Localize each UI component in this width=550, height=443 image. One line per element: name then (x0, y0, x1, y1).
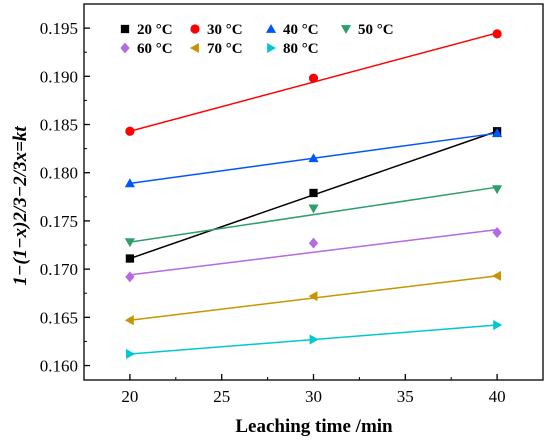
legend-label: 50 °C (358, 22, 394, 38)
fit-lines (129, 32, 498, 355)
legend-label: 40 °C (283, 22, 319, 38)
legend-label: 20 °C (137, 22, 173, 38)
data-point-50c (308, 204, 319, 214)
data-point-40c (308, 153, 319, 163)
x-axis: 20 25 30 35 40 (121, 374, 506, 406)
data-point-20c (309, 188, 318, 198)
x-tick-label: 40 (489, 387, 506, 406)
fit-line-60c (129, 228, 498, 276)
y-tick-label: 0.170 (40, 260, 78, 279)
data-point-60c (308, 237, 319, 249)
data-point-50c (124, 238, 135, 248)
y-tick-label: 0.195 (40, 19, 78, 38)
data-markers (124, 29, 503, 360)
x-tick-label: 35 (397, 387, 414, 406)
legend-label: 60 °C (137, 41, 173, 57)
legend-label: 70 °C (207, 41, 243, 57)
data-point-30c (308, 73, 319, 83)
y-tick-label: 0.160 (40, 357, 78, 376)
data-point-80c (493, 319, 503, 331)
legend-marker (190, 24, 200, 34)
data-point-30c (492, 29, 502, 39)
legend-marker (120, 24, 130, 34)
x-tick-label: 20 (121, 387, 138, 406)
data-point-40c (124, 178, 135, 188)
data-point-70c (492, 270, 502, 281)
data-point-20c (125, 254, 135, 263)
legend-item: 60 °C (120, 41, 173, 57)
legend-item: 20 °C (120, 22, 173, 38)
fit-line-50c (129, 186, 498, 243)
data-point-50c (492, 185, 503, 195)
legend-label: 30 °C (207, 22, 243, 38)
data-point-30c (125, 126, 135, 136)
data-point-80c (125, 348, 135, 360)
legend-item: 40 °C (265, 22, 319, 38)
data-point-80c (309, 334, 319, 345)
legend-label: 80 °C (283, 41, 319, 57)
x-axis-title: Leaching time /min (235, 416, 393, 437)
y-tick-label: 0.185 (40, 116, 78, 135)
legend-marker (120, 42, 130, 54)
legend-marker (340, 25, 352, 35)
y-tick-label: 0.180 (40, 164, 78, 183)
y-tick-label: 0.165 (40, 308, 78, 327)
data-point-70c (124, 315, 134, 326)
legend-marker (265, 23, 277, 33)
legend-item: 50 °C (340, 22, 394, 38)
x-tick-label: 25 (213, 387, 230, 406)
legend-marker (267, 42, 277, 54)
data-point-60c (125, 271, 135, 283)
data-point-70c (308, 291, 318, 302)
data-point-60c (492, 226, 502, 239)
data-point-40c (492, 128, 503, 138)
legend-item: 30 °C (190, 22, 243, 38)
legend-item: 70 °C (189, 41, 243, 57)
legend: 20 °C 30 °C 40 °C 50 °C 60 °C 70 °C 80 °C (120, 22, 394, 57)
y-axis: 0.160 0.165 0.170 0.175 0.180 0.185 0.190 0.195 (40, 19, 90, 376)
y-axis-title: 1−(1−x)2/3−2/3x=kt (10, 126, 31, 286)
legend-marker (189, 42, 199, 54)
legend-item: 80 °C (267, 41, 319, 57)
y-tick-label: 0.190 (40, 67, 78, 86)
y-tick-label: 0.175 (40, 212, 78, 231)
x-tick-label: 30 (305, 387, 322, 406)
